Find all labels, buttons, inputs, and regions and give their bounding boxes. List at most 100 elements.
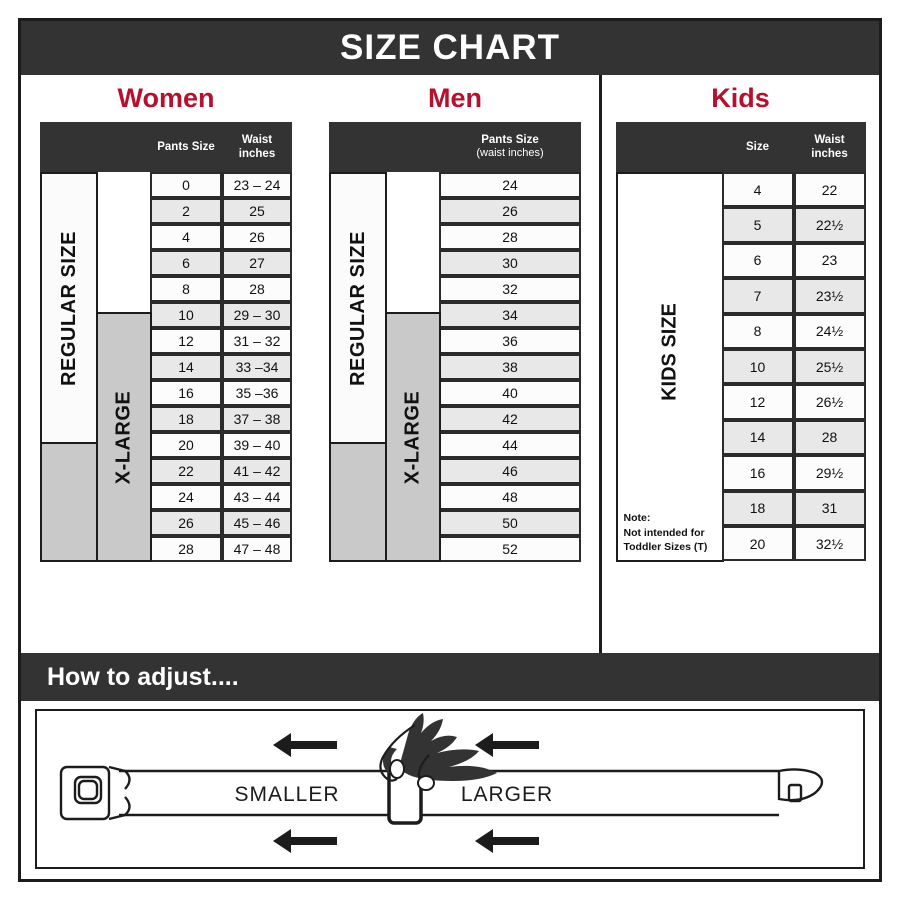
men-col-header-line1: Pants Size [481, 133, 539, 146]
table-cell-size: 12 [150, 328, 222, 354]
table-row: 8 24½ [721, 313, 866, 349]
how-to-adjust-illustration: SMALLER LARGER [35, 709, 865, 869]
table-cell-waist: 29 – 30 [222, 302, 292, 328]
table-row: 4 22 [721, 172, 866, 208]
kids-rows: 4 22 5 22½ 6 23 7 23½ 8 24½ 10 25½ 12 26½ 14 28 16 29½ 18 3… [721, 172, 866, 562]
table-row: 18 37 – 38 [150, 406, 292, 432]
table-row: 12 26½ [721, 384, 866, 420]
table-cell-size: 38 [439, 354, 581, 380]
table-row: 36 [439, 328, 581, 354]
men-category-xlarge: X-LARGE [385, 312, 441, 562]
table-row: 20 32½ [721, 525, 866, 562]
table-cell-size: 24 [439, 172, 581, 198]
table-cell-size: 30 [439, 250, 581, 276]
women-category-regular: REGULAR SIZE [40, 172, 98, 444]
women-rows: 0 23 – 24 2 25 4 26 6 27 8 28 10 29 – 30 12 31 – 32 14… [150, 172, 292, 562]
table-cell-size: 5 [721, 207, 794, 243]
table-row: 28 47 – 48 [150, 536, 292, 562]
table-row: 46 [439, 458, 581, 484]
table-row: 22 41 – 42 [150, 458, 292, 484]
table-cell-waist: 39 – 40 [222, 432, 292, 458]
table-cell-size: 8 [150, 276, 222, 302]
table-cell-size: 10 [721, 348, 794, 385]
table-row: 26 [439, 198, 581, 224]
table-cell-size: 24 [150, 484, 222, 510]
women-col1-header: Pants Size [157, 140, 215, 153]
table-row: 5 22½ [721, 207, 866, 243]
women-category-xlarge: X-LARGE [96, 312, 152, 562]
table-row: 7 23½ [721, 278, 866, 314]
table-cell-size: 10 [150, 302, 222, 328]
table-row: 4 26 [150, 224, 292, 250]
table-cell-size: 34 [439, 302, 581, 328]
belt-smaller-label: SMALLER [234, 783, 339, 806]
kids-note: Note: Not intended for Toddler Sizes (T) [624, 511, 708, 554]
table-row: 0 23 – 24 [150, 172, 292, 198]
panel-heading-kids: Kids [711, 83, 770, 113]
women-size-table: Pants Size Waist inches REGULAR SIZE X-L… [40, 122, 292, 562]
table-cell-size: 26 [150, 510, 222, 536]
table-cell-waist: 33 –34 [222, 354, 292, 380]
chart-frame: SIZE CHART Women Pants Size Waist inches [18, 18, 882, 882]
panel-women: Women Pants Size Waist inches REGULAR SI… [21, 75, 575, 696]
kids-col2-header-line2: inches [811, 148, 848, 160]
table-row: 14 28 [721, 419, 866, 456]
kids-category-label: KIDS SIZE [658, 302, 680, 401]
kids-category-block: KIDS SIZE Note: Not intended for Toddler… [615, 172, 724, 562]
kids-table-header-labels: Size Waist inches [616, 122, 866, 172]
table-cell-waist: 29½ [793, 455, 866, 491]
kids-note-line2: Not intended for [623, 526, 705, 539]
table-cell-waist: 31 [793, 490, 866, 526]
table-cell-size: 6 [721, 242, 794, 279]
arrow-right-bottom [475, 829, 539, 853]
belt-larger-label: LARGER [461, 783, 553, 806]
table-cell-waist: 31 – 32 [222, 328, 292, 354]
men-category-regular: REGULAR SIZE [329, 172, 387, 444]
size-panels: Women Pants Size Waist inches REGULAR SI… [21, 75, 879, 696]
table-row: 24 43 – 44 [150, 484, 292, 510]
kids-col2-header: Waist inches [794, 133, 866, 162]
table-row: 24 [439, 172, 581, 198]
how-to-adjust-title: How to adjust.... [47, 662, 239, 691]
table-row: 26 45 – 46 [150, 510, 292, 536]
table-row: 8 28 [150, 276, 292, 302]
table-cell-waist: 22 [793, 172, 866, 208]
table-row: 32 [439, 276, 581, 302]
kids-col1-header: Size [745, 140, 769, 153]
table-row: 14 33 –34 [150, 354, 292, 380]
table-row: 2 25 [150, 198, 292, 224]
men-col-header: Pants Size (waist inches) [439, 133, 581, 161]
table-row: 38 [439, 354, 581, 380]
table-cell-waist: 23 [793, 242, 866, 279]
table-row: 52 [439, 536, 581, 562]
table-row: 6 27 [150, 250, 292, 276]
men-category-xlarge-label: X-LARGE [401, 390, 424, 484]
table-row: 48 [439, 484, 581, 510]
table-cell-size: 28 [439, 224, 581, 250]
table-cell-size: 4 [721, 172, 794, 208]
men-rows: 24 26 28 30 32 34 36 38 40 42 44 46 48 50 52 [439, 172, 581, 562]
panel-men: Men Pants Size (waist inches) REGULAR SI… [311, 75, 599, 653]
men-xlarge-fill [329, 442, 387, 562]
kids-note-line1: Note: [623, 512, 651, 525]
panel-heading-men: Men [428, 83, 482, 113]
table-cell-waist: 43 – 44 [222, 484, 292, 510]
table-cell-size: 52 [439, 536, 581, 562]
table-cell-size: 6 [150, 250, 222, 276]
men-category-regular-label: REGULAR SIZE [346, 230, 369, 386]
table-row: 20 39 – 40 [150, 432, 292, 458]
table-cell-size: 42 [439, 406, 581, 432]
table-cell-size: 14 [721, 419, 794, 456]
table-cell-waist: 22½ [793, 207, 866, 243]
table-row: 10 29 – 30 [150, 302, 292, 328]
table-cell-waist: 27 [222, 250, 292, 276]
women-table-header-strip [40, 122, 292, 172]
women-col2-header-line2: inches [238, 148, 276, 160]
table-row: 16 29½ [721, 455, 866, 491]
table-cell-waist: 35 –36 [222, 380, 292, 406]
table-cell-size: 28 [150, 536, 222, 562]
table-row: 10 25½ [721, 348, 866, 385]
table-cell-size: 40 [439, 380, 581, 406]
table-row: 18 31 [721, 490, 866, 526]
page-title: SIZE CHART [340, 28, 560, 67]
